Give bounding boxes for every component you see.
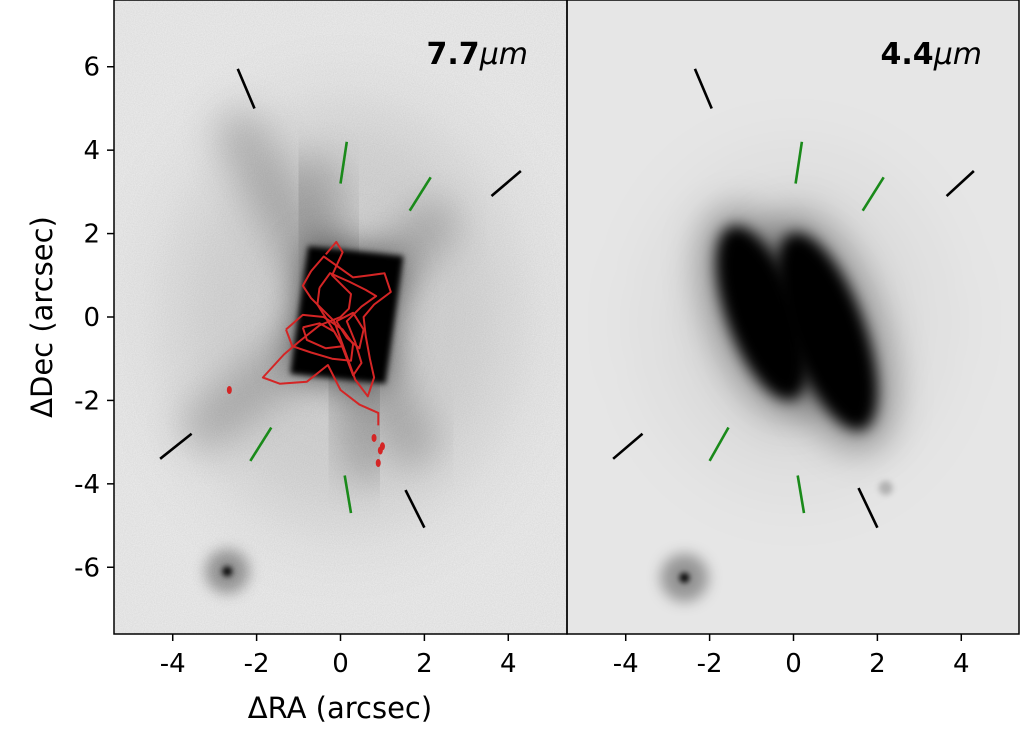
contour-line [261,240,380,426]
lobe-core [776,232,878,431]
point-source [222,566,233,577]
x-tick-label: -2 [244,649,270,679]
green-marker [408,176,432,212]
y-tick-label: -4 [74,470,100,500]
nebula-emission [654,162,935,602]
x-tick-label: -4 [160,649,186,679]
panel-4-4um: 4.4μm [567,0,1019,634]
x-tick-label: 4 [500,649,517,679]
contour-blob [226,385,232,394]
marker-group [612,68,975,529]
green-marker [249,426,273,462]
black-marker [490,170,522,198]
green-marker [796,475,806,514]
green-marker [861,176,885,212]
y-tick-label: -6 [74,553,100,583]
black-marker [404,489,426,529]
black-marker [693,68,713,109]
panel-7-7um: 7.7μm [114,0,567,634]
x-tick-label: 2 [869,649,886,679]
contour-blob [371,433,377,442]
x-tick-label: 0 [785,649,802,679]
contour-blob [375,458,381,467]
x-tick-label: -2 [697,649,723,679]
y-tick-label: 4 [83,136,100,166]
faint-source [878,481,893,496]
contour-line [335,311,365,350]
y-tick-label: 6 [83,53,100,83]
panel-label-left: 7.7μm [427,37,528,72]
contour-blob [379,442,385,451]
x-tick-label: 2 [416,649,433,679]
green-marker [343,475,353,514]
x-tick-label: -4 [613,649,639,679]
y-axis-title: ΔDec (arcsec) [25,216,59,418]
contour-line [301,322,344,350]
panel-label-right: 4.4μm [881,37,982,72]
black-marker [159,432,193,460]
black-marker [945,170,975,197]
black-marker [236,68,256,109]
marker-group [159,68,522,529]
green-marker [339,141,349,184]
contour-group [226,240,392,467]
y-tick-label: 2 [83,220,100,250]
contour-line [301,255,392,398]
black-marker [857,487,879,529]
contour-line [316,272,378,377]
green-marker [708,426,730,462]
black-marker [612,432,644,460]
green-marker [794,141,804,184]
x-tick-label: 4 [953,649,970,679]
x-axis-title: ΔRA (arcsec) [248,691,432,725]
x-tick-label: 0 [332,649,349,679]
axes: 6 4 2 0 -2 -4 -6 -4 -2 0 2 4 -4 -2 0 2 4 [74,53,969,679]
y-tick-label: -2 [74,386,100,416]
contour-line [285,313,355,362]
point-source [679,572,690,583]
y-tick-label: 0 [83,303,100,333]
